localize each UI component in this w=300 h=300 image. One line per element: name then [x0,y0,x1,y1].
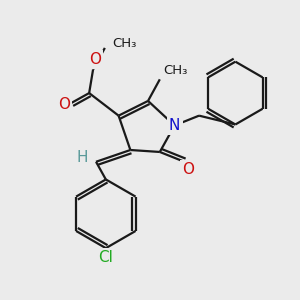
Text: O: O [58,98,70,112]
Text: CH₃: CH₃ [113,37,137,50]
Text: N: N [169,118,180,133]
Text: CH₃: CH₃ [163,64,187,77]
Text: O: O [182,162,194,177]
Text: H: H [76,150,88,165]
Text: O: O [89,52,101,67]
Text: Cl: Cl [98,250,113,266]
